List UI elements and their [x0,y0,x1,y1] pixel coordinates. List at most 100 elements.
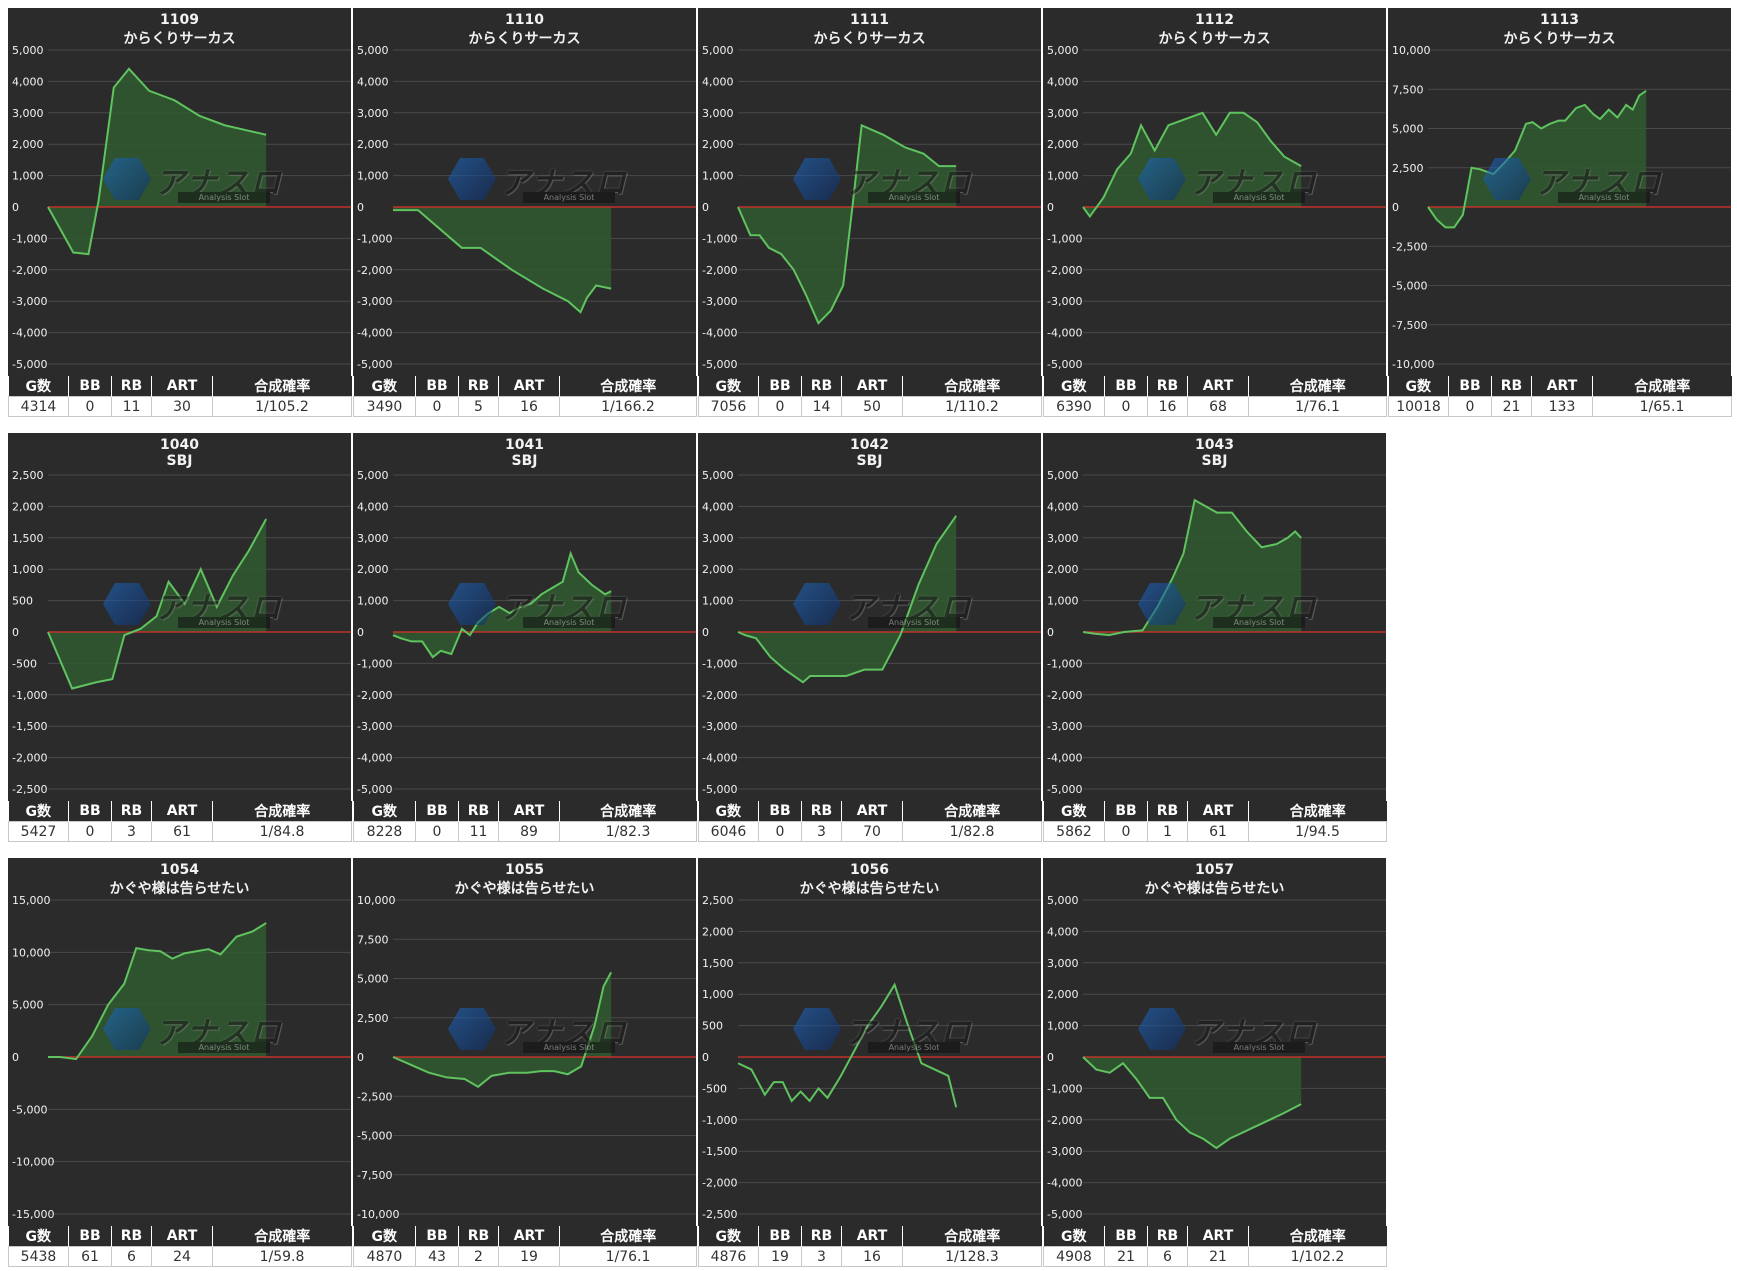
machine-panel-1112[interactable]: -5,000 -4,000 -3,000 -2,000 -1,000 0 1,000 2,00… [1043,8,1387,417]
area-fill [48,518,267,689]
machine-panel-1042[interactable]: -5,000 -4,000 -3,000 -2,000 -1,000 0 1,000 2,00… [698,433,1042,842]
y-tick-label: 0 [357,626,364,639]
y-tick-label: 2,000 [1047,988,1079,1001]
stats-value-cell: 3 [801,821,842,842]
y-tick-label: -1,000 [12,689,47,702]
y-tick-label: 1,000 [12,563,44,576]
stats-header-cell: G数 [8,801,69,822]
stats-value-cell: 133 [1531,396,1593,417]
stats-header-cell: 合成確率 [559,801,697,822]
y-tick-label: -7,500 [357,1169,392,1182]
stats-value-cell: 2 [458,1246,499,1267]
stats-header-cell: 合成確率 [559,1226,697,1247]
machine-number: 1113 [1540,12,1579,28]
stats-header-cell: ART [151,376,213,397]
y-tick-label: 2,500 [702,894,734,907]
stats-value-cell: 24 [151,1246,213,1267]
machine-panel-1110[interactable]: -5,000 -4,000 -3,000 -2,000 -1,000 0 1,000 2,00… [353,8,697,417]
slump-graph: -10,000 -7,500 -5,000 -2,500 0 2,500 5,000 7,50… [1388,8,1731,376]
machine-name: かぐや様は告らせたい [109,881,250,897]
y-tick-label: 2,000 [12,138,44,151]
stats-header-cell: 合成確率 [1248,1226,1387,1247]
slump-graph-svg: -5,000 -4,000 -3,000 -2,000 -1,000 0 1,000 2,00… [357,44,696,371]
stats-header-cell: BB [1104,376,1148,397]
y-tick-label: -7,500 [1392,319,1427,332]
stats-value-cell: 1/105.2 [212,396,352,417]
y-tick-label: 4,000 [1047,925,1079,938]
stats-header-cell: ART [1187,1226,1249,1247]
stats-header-cell: RB [801,801,842,822]
y-tick-label: -2,000 [12,752,47,765]
machine-panel-1054[interactable]: -15,000 -10,000 -5,000 0 5,000 10,000 15,000 10… [8,858,352,1267]
hexagon-logo-icon [448,583,496,625]
y-tick-label: -10,000 [1392,358,1434,371]
y-tick-label: -1,000 [12,232,47,245]
machine-panel-1040[interactable]: -2,500 -2,000 -1,500 -1,000 -500 0 500 1,000 1,5… [8,433,352,842]
y-tick-label: -10,000 [12,1156,54,1169]
stats-value-cell: 4314 [8,396,69,417]
stats-value-cell: 4908 [1043,1246,1105,1267]
y-tick-label: -5,000 [12,358,47,371]
machine-panel-1109[interactable]: -5,000 -4,000 -3,000 -2,000 -1,000 0 1,000 2,00… [8,8,352,417]
series-line [1427,89,1647,229]
y-tick-label: -1,500 [702,1145,737,1158]
watermark-logo: アナスロ Analysis Slot [448,156,628,208]
stats-header-cell: RB [111,1226,152,1247]
stats-header-cell: G数 [353,801,416,822]
stats-value-cell: 61 [1187,821,1249,842]
machine-panel-1111[interactable]: -5,000 -4,000 -3,000 -2,000 -1,000 0 1,000 2,00… [698,8,1042,417]
y-tick-label: -4,000 [357,327,392,340]
slump-graph: -5,000 -4,000 -3,000 -2,000 -1,000 0 1,000 2,00… [1043,858,1386,1226]
y-tick-label: 0 [12,1051,19,1064]
y-tick-label: -3,000 [357,295,392,308]
machine-panel-1056[interactable]: -2,500 -2,000 -1,500 -1,000 -500 0 500 1,000 1,5… [698,858,1042,1267]
stats-table: G数 BB RB ART 合成確率 6046 0 3 70 1/82.8 [698,801,1042,842]
stats-table: G数 BB RB ART 合成確率 3490 0 5 16 1/166.2 [353,376,697,417]
stats-header-cell: RB [111,376,152,397]
machine-name: からくりサーカス [813,31,926,47]
stats-value-cell: 1/94.5 [1248,821,1387,842]
slump-graph-svg: -2,500 -2,000 -1,500 -1,000 -500 0 500 1,000 1,5… [702,894,1041,1221]
stats-header-cell: 合成確率 [212,376,352,397]
stats-header-cell: G数 [1388,376,1449,397]
machine-panel-1043[interactable]: -5,000 -4,000 -3,000 -2,000 -1,000 0 1,000 2,00… [1043,433,1387,842]
stats-value-cell: 70 [841,821,903,842]
stats-header-cell: BB [758,376,802,397]
stats-table: G数 BB RB ART 合成確率 4908 21 6 21 1/102.2 [1043,1226,1387,1267]
y-tick-label: -2,000 [1047,264,1082,277]
stats-header-cell: ART [841,801,903,822]
stats-value-cell: 0 [415,821,459,842]
stats-value-cell: 1 [1147,821,1188,842]
stats-header-cell: RB [801,1226,842,1247]
watermark-logo: アナスロ Analysis Slot [793,581,973,633]
machine-panel-1057[interactable]: -5,000 -4,000 -3,000 -2,000 -1,000 0 1,000 2,00… [1043,858,1387,1267]
stats-header-cell: ART [841,1226,903,1247]
stats-table: G数 BB RB ART 合成確率 4870 43 2 19 1/76.1 [353,1226,697,1267]
y-tick-label: -1,000 [1047,232,1082,245]
y-tick-label: 1,000 [702,988,734,1001]
machine-panel-1113[interactable]: -10,000 -7,500 -5,000 -2,500 0 2,500 5,000 7,50… [1388,8,1732,417]
stats-value-cell: 1/65.1 [1592,396,1732,417]
machine-name: SBJ [166,453,193,469]
watermark-subtext: Analysis Slot [523,1042,615,1053]
stats-header-cell: G数 [353,376,416,397]
y-tick-label: 3,000 [1047,107,1079,120]
hexagon-logo-icon [1483,158,1531,200]
stats-value-cell: 0 [758,396,802,417]
machine-name: からくりサーカス [123,31,236,47]
y-tick-label: -4,000 [1047,327,1082,340]
watermark-subtext: Analysis Slot [1213,1042,1305,1053]
area-fill [393,553,612,658]
stats-header-cell: ART [498,801,560,822]
stats-value-cell: 8228 [353,821,416,842]
y-tick-label: 0 [12,201,19,214]
watermark-subtext: Analysis Slot [868,1042,960,1053]
series-line [1082,111,1302,219]
watermark-logo: アナスロ Analysis Slot [448,581,628,633]
machine-panel-1041[interactable]: -5,000 -4,000 -3,000 -2,000 -1,000 0 1,000 2,00… [353,433,697,842]
y-tick-label: -4,000 [357,752,392,765]
machine-panel-1055[interactable]: -10,000 -7,500 -5,000 -2,500 0 2,500 5,000 7,50… [353,858,697,1267]
series-line [737,982,958,1108]
series-line [1082,498,1302,637]
area-fill [48,923,267,1060]
